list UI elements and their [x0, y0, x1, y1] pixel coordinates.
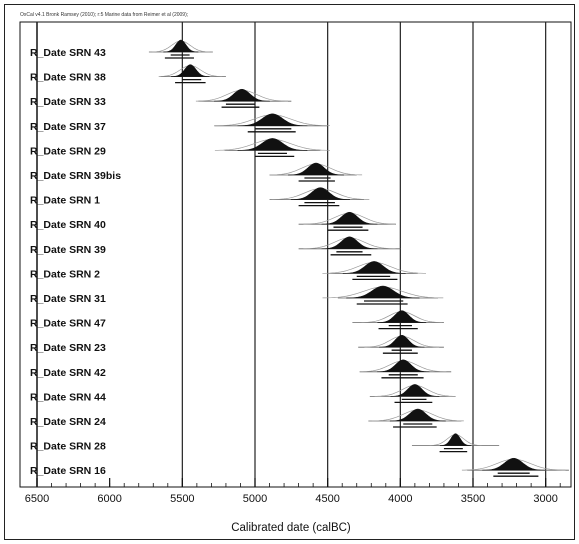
- date-plots: [148, 39, 569, 477]
- header-note: OxCal v4.1 Bronk Ramsey (2010); r:5 Mari…: [20, 12, 188, 18]
- date-row: [322, 261, 426, 281]
- date-row: [269, 187, 370, 207]
- date-label: R_Date SRN 38: [30, 72, 106, 84]
- tick-label: 5500: [170, 493, 194, 505]
- date-label: R_Date SRN 39bis: [30, 170, 121, 182]
- posterior-distribution: [290, 187, 351, 200]
- posterior-distribution: [346, 285, 420, 299]
- date-row: [359, 359, 452, 379]
- date-row: [298, 211, 396, 231]
- posterior-distribution: [439, 433, 472, 446]
- tick-label: 6000: [97, 493, 121, 505]
- posterior-distribution: [213, 88, 270, 102]
- date-row: [358, 334, 444, 354]
- posterior-distribution: [377, 310, 427, 323]
- posterior-distribution: [390, 384, 440, 397]
- date-label: R_Date SRN 23: [30, 342, 106, 354]
- posterior-distribution: [171, 64, 210, 77]
- date-row: [148, 39, 213, 59]
- date-row: [322, 285, 444, 305]
- tick-label: 3000: [533, 493, 557, 505]
- posterior-distribution: [482, 457, 546, 471]
- posterior-distribution: [389, 408, 446, 422]
- date-label: R_Date SRN 24: [30, 416, 106, 428]
- posterior-distribution: [379, 334, 425, 348]
- date-label: R_Date SRN 33: [30, 96, 106, 108]
- plot-border: [19, 21, 572, 488]
- date-row: [368, 408, 464, 428]
- date-row: [411, 433, 500, 453]
- x-axis-title: Calibrated date (calBC): [231, 522, 351, 534]
- date-label: R_Date SRN 29: [30, 145, 106, 157]
- date-label: R_Date SRN 39: [30, 244, 106, 256]
- date-row: [195, 88, 292, 108]
- date-row: [214, 113, 330, 133]
- tick-label: 5000: [243, 493, 267, 505]
- date-row: [269, 162, 363, 182]
- date-label: R_Date SRN 31: [30, 293, 106, 305]
- date-label: R_Date SRN 43: [30, 47, 106, 59]
- figure-frame: [4, 4, 575, 540]
- date-row: [369, 384, 456, 404]
- date-row: [461, 457, 569, 477]
- gridlines: [19, 21, 572, 488]
- date-label: R_Date SRN 1: [30, 195, 100, 207]
- date-label: R_Date SRN 40: [30, 219, 106, 231]
- date-label: R_Date SRN 2: [30, 268, 100, 280]
- posterior-distribution: [237, 138, 308, 151]
- posterior-distribution: [321, 211, 378, 225]
- date-row: [352, 310, 444, 330]
- date-labels: R_Date SRN 43 R_Date SRN 38 R_Date SRN 33 R…: [30, 47, 121, 477]
- posterior-distribution: [377, 359, 430, 373]
- posterior-distribution: [321, 236, 378, 250]
- tick-label: 3500: [461, 493, 485, 505]
- tick-label: 4500: [315, 493, 339, 505]
- date-label: R_Date SRN 37: [30, 121, 106, 133]
- date-row: [158, 64, 226, 84]
- date-label: R_Date SRN 47: [30, 318, 106, 330]
- posterior-distribution: [163, 39, 199, 53]
- date-row: [214, 138, 330, 158]
- posterior-distribution: [288, 162, 344, 176]
- posterior-distribution: [237, 113, 308, 127]
- date-label: R_Date SRN 44: [30, 391, 106, 403]
- date-label: R_Date SRN 16: [30, 465, 106, 477]
- tick-label: 6500: [25, 493, 49, 505]
- tick-label: 4000: [388, 493, 412, 505]
- posterior-distribution: [342, 261, 406, 274]
- date-label: R_Date SRN 42: [30, 367, 106, 379]
- date-label: R_Date SRN 28: [30, 441, 106, 453]
- x-axis: 6500 6000 5500 5000 4500 4000 3500 3000: [25, 478, 561, 505]
- date-row: [298, 236, 401, 256]
